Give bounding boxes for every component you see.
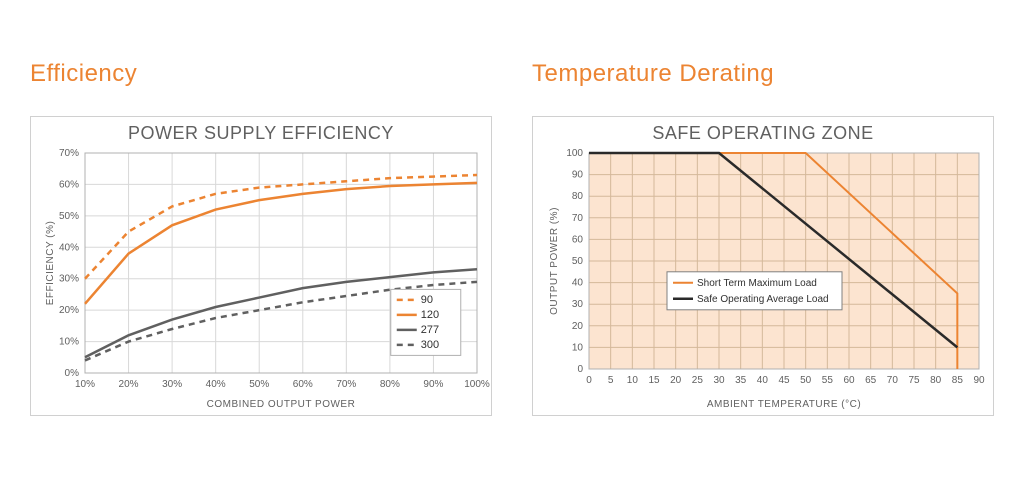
svg-text:60%: 60% <box>59 179 79 190</box>
efficiency-chart: POWER SUPPLY EFFICIENCY0%10%20%30%40%50%… <box>30 116 492 416</box>
svg-text:Short Term Maximum Load: Short Term Maximum Load <box>697 278 817 289</box>
svg-text:70%: 70% <box>336 379 356 390</box>
svg-text:10%: 10% <box>75 379 95 390</box>
svg-text:35: 35 <box>735 375 747 386</box>
efficiency-section: Efficiency POWER SUPPLY EFFICIENCY0%10%2… <box>30 60 492 416</box>
svg-text:40%: 40% <box>59 242 79 253</box>
svg-text:20: 20 <box>670 375 682 386</box>
svg-text:0%: 0% <box>65 368 80 379</box>
svg-text:30%: 30% <box>162 379 182 390</box>
svg-text:45: 45 <box>778 375 790 386</box>
svg-text:POWER SUPPLY EFFICIENCY: POWER SUPPLY EFFICIENCY <box>128 123 394 143</box>
svg-text:70%: 70% <box>59 148 79 159</box>
svg-text:60: 60 <box>572 234 584 245</box>
svg-text:Safe Operating Average Load: Safe Operating Average Load <box>697 294 829 305</box>
svg-text:20: 20 <box>572 321 584 332</box>
svg-text:50: 50 <box>572 256 584 267</box>
svg-text:10%: 10% <box>59 337 79 348</box>
svg-text:40: 40 <box>572 278 584 289</box>
svg-text:85: 85 <box>952 375 964 386</box>
svg-text:100: 100 <box>566 148 583 159</box>
svg-text:50: 50 <box>800 375 812 386</box>
svg-text:90: 90 <box>421 294 433 306</box>
svg-text:55: 55 <box>822 375 834 386</box>
derating-chart: SAFE OPERATING ZONE010203040506070809010… <box>532 116 994 416</box>
svg-text:277: 277 <box>421 324 439 336</box>
svg-text:50%: 50% <box>249 379 269 390</box>
svg-text:0: 0 <box>577 364 583 375</box>
svg-text:120: 120 <box>421 309 439 321</box>
svg-text:COMBINED OUTPUT POWER: COMBINED OUTPUT POWER <box>207 399 356 410</box>
svg-text:OUTPUT POWER (%): OUTPUT POWER (%) <box>549 207 560 315</box>
svg-text:70: 70 <box>887 375 899 386</box>
svg-text:70: 70 <box>572 213 584 224</box>
svg-text:80: 80 <box>930 375 942 386</box>
svg-text:80%: 80% <box>380 379 400 390</box>
svg-text:75: 75 <box>908 375 920 386</box>
svg-text:10: 10 <box>627 375 639 386</box>
svg-text:30: 30 <box>572 299 584 310</box>
svg-text:90: 90 <box>572 170 584 181</box>
svg-text:50%: 50% <box>59 211 79 222</box>
svg-text:90%: 90% <box>423 379 443 390</box>
svg-text:65: 65 <box>865 375 877 386</box>
derating-title: Temperature Derating <box>532 60 994 88</box>
svg-text:15: 15 <box>648 375 660 386</box>
svg-text:60%: 60% <box>293 379 313 390</box>
svg-text:AMBIENT TEMPERATURE (°C): AMBIENT TEMPERATURE (°C) <box>707 399 861 410</box>
svg-text:300: 300 <box>421 339 439 351</box>
svg-text:25: 25 <box>692 375 704 386</box>
svg-text:0: 0 <box>586 375 592 386</box>
svg-text:5: 5 <box>608 375 614 386</box>
svg-text:80: 80 <box>572 191 584 202</box>
svg-text:40: 40 <box>757 375 769 386</box>
svg-text:100%: 100% <box>464 379 490 390</box>
svg-text:SAFE OPERATING ZONE: SAFE OPERATING ZONE <box>652 123 873 143</box>
svg-text:90: 90 <box>973 375 985 386</box>
svg-text:60: 60 <box>843 375 855 386</box>
svg-text:20%: 20% <box>59 305 79 316</box>
efficiency-title: Efficiency <box>30 60 492 88</box>
svg-text:30: 30 <box>713 375 725 386</box>
derating-section: Temperature Derating SAFE OPERATING ZONE… <box>532 60 994 416</box>
svg-text:10: 10 <box>572 342 584 353</box>
svg-text:EFFICIENCY (%): EFFICIENCY (%) <box>45 221 56 306</box>
svg-text:40%: 40% <box>206 379 226 390</box>
svg-text:30%: 30% <box>59 274 79 285</box>
svg-text:20%: 20% <box>119 379 139 390</box>
